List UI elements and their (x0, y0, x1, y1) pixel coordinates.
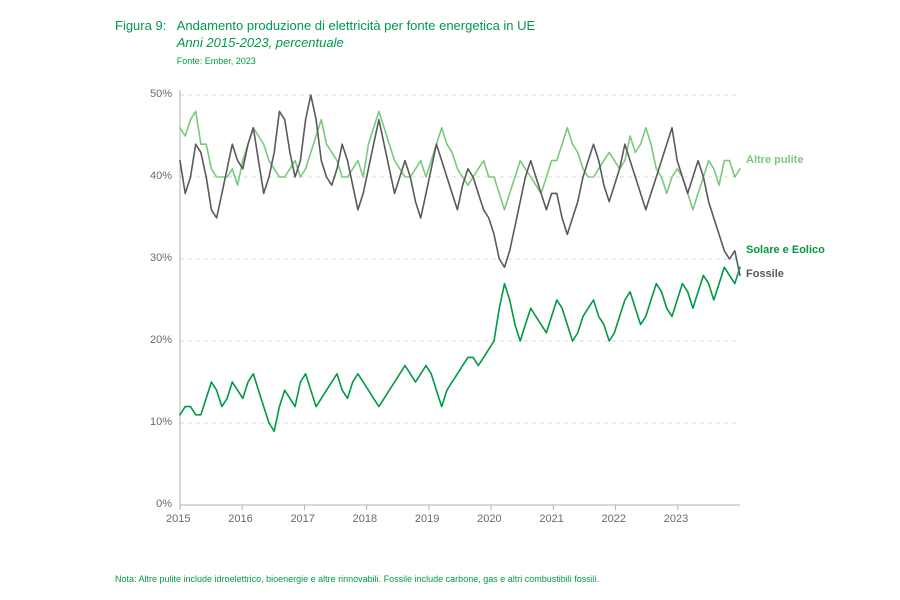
x-tick: 2019 (415, 513, 439, 525)
y-tick: 20% (136, 334, 172, 346)
x-tick: 2016 (228, 513, 252, 525)
chart-note: Nota: Altre pulite include idroelettrico… (115, 574, 599, 584)
series-label: Solare e Eolico (746, 244, 825, 256)
y-tick: 40% (136, 170, 172, 182)
x-tick: 2021 (539, 513, 563, 525)
line-chart (0, 0, 900, 600)
x-tick: 2020 (477, 513, 501, 525)
y-tick: 30% (136, 252, 172, 264)
y-tick: 10% (136, 416, 172, 428)
x-tick: 2022 (602, 513, 626, 525)
x-tick: 2015 (166, 513, 190, 525)
y-tick: 50% (136, 88, 172, 100)
x-tick: 2023 (664, 513, 688, 525)
series-label: Altre pulite (746, 154, 803, 166)
series-label: Fossile (746, 268, 784, 280)
x-tick: 2017 (290, 513, 314, 525)
x-tick: 2018 (353, 513, 377, 525)
y-tick: 0% (136, 498, 172, 510)
